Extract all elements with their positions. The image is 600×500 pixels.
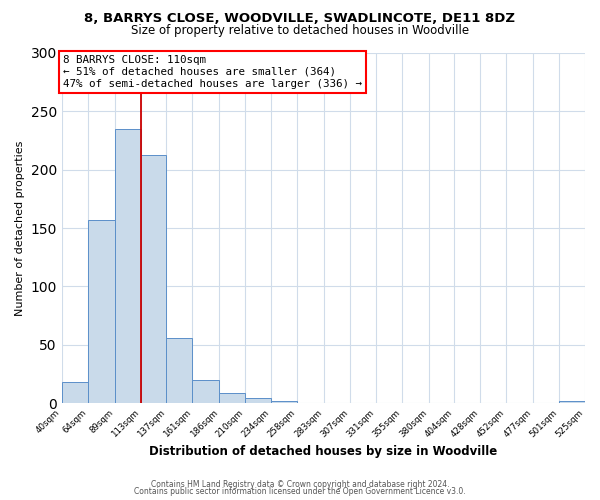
Bar [140, 154, 166, 403]
Text: 8 BARRYS CLOSE: 110sqm
← 51% of detached houses are smaller (364)
47% of semi-de: 8 BARRYS CLOSE: 110sqm ← 51% of detached… [63, 56, 362, 88]
Bar [559, 400, 585, 403]
Bar [88, 220, 115, 403]
Bar [271, 400, 297, 403]
Text: Contains HM Land Registry data © Crown copyright and database right 2024.: Contains HM Land Registry data © Crown c… [151, 480, 449, 489]
Bar [62, 382, 88, 403]
Bar [245, 398, 271, 403]
Bar [219, 392, 245, 403]
Text: Contains public sector information licensed under the Open Government Licence v3: Contains public sector information licen… [134, 487, 466, 496]
Text: 8, BARRYS CLOSE, WOODVILLE, SWADLINCOTE, DE11 8DZ: 8, BARRYS CLOSE, WOODVILLE, SWADLINCOTE,… [85, 12, 515, 26]
Y-axis label: Number of detached properties: Number of detached properties [15, 140, 25, 316]
Bar [193, 380, 219, 403]
Bar [166, 338, 193, 403]
Text: Size of property relative to detached houses in Woodville: Size of property relative to detached ho… [131, 24, 469, 37]
X-axis label: Distribution of detached houses by size in Woodville: Distribution of detached houses by size … [149, 444, 497, 458]
Bar [115, 129, 140, 403]
